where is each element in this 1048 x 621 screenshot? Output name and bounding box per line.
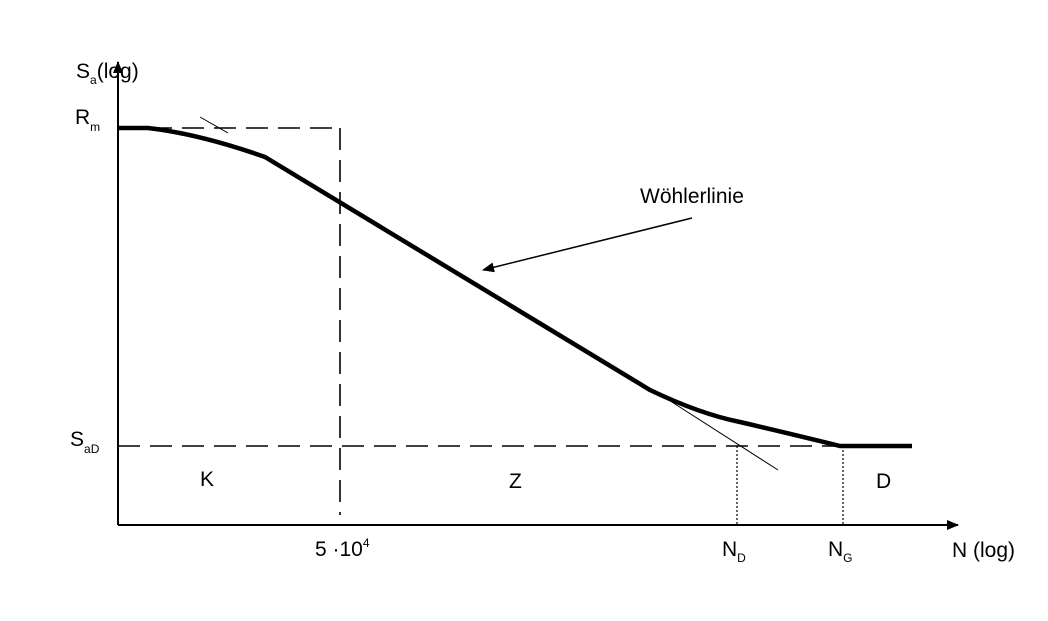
x-axis-label: N (log) bbox=[952, 539, 1015, 562]
region-label: D bbox=[876, 470, 891, 493]
region-label: Z bbox=[509, 470, 522, 493]
woehler-curve bbox=[118, 125, 912, 449]
label-sub: a bbox=[90, 73, 97, 87]
nd-label: ND bbox=[722, 538, 746, 565]
label-main: S bbox=[76, 60, 90, 83]
label-main: R bbox=[75, 106, 90, 129]
y-axis-label: Sa(log) bbox=[76, 60, 139, 87]
ng-label: NG bbox=[828, 538, 853, 565]
label-main: 5 ·10 bbox=[315, 538, 363, 561]
tangent bbox=[199, 116, 229, 134]
label-main: S bbox=[70, 428, 84, 451]
region-label: K bbox=[200, 468, 214, 491]
rm-label: Rm bbox=[75, 106, 100, 134]
label-rest: (log) bbox=[97, 60, 139, 83]
label-sub: D bbox=[737, 551, 746, 565]
sad-label: SaD bbox=[70, 428, 100, 456]
label-sub: aD bbox=[84, 442, 100, 456]
label-main: N bbox=[828, 538, 843, 561]
label-sup: 4 bbox=[363, 536, 370, 550]
label-main: N bbox=[722, 538, 737, 561]
curve-label: Wöhlerlinie bbox=[640, 185, 744, 208]
label-sub: m bbox=[90, 120, 100, 134]
annotation-arrow bbox=[482, 217, 693, 273]
x-mark-label: 5 ·104 bbox=[315, 536, 370, 561]
label-sub: G bbox=[843, 551, 852, 565]
